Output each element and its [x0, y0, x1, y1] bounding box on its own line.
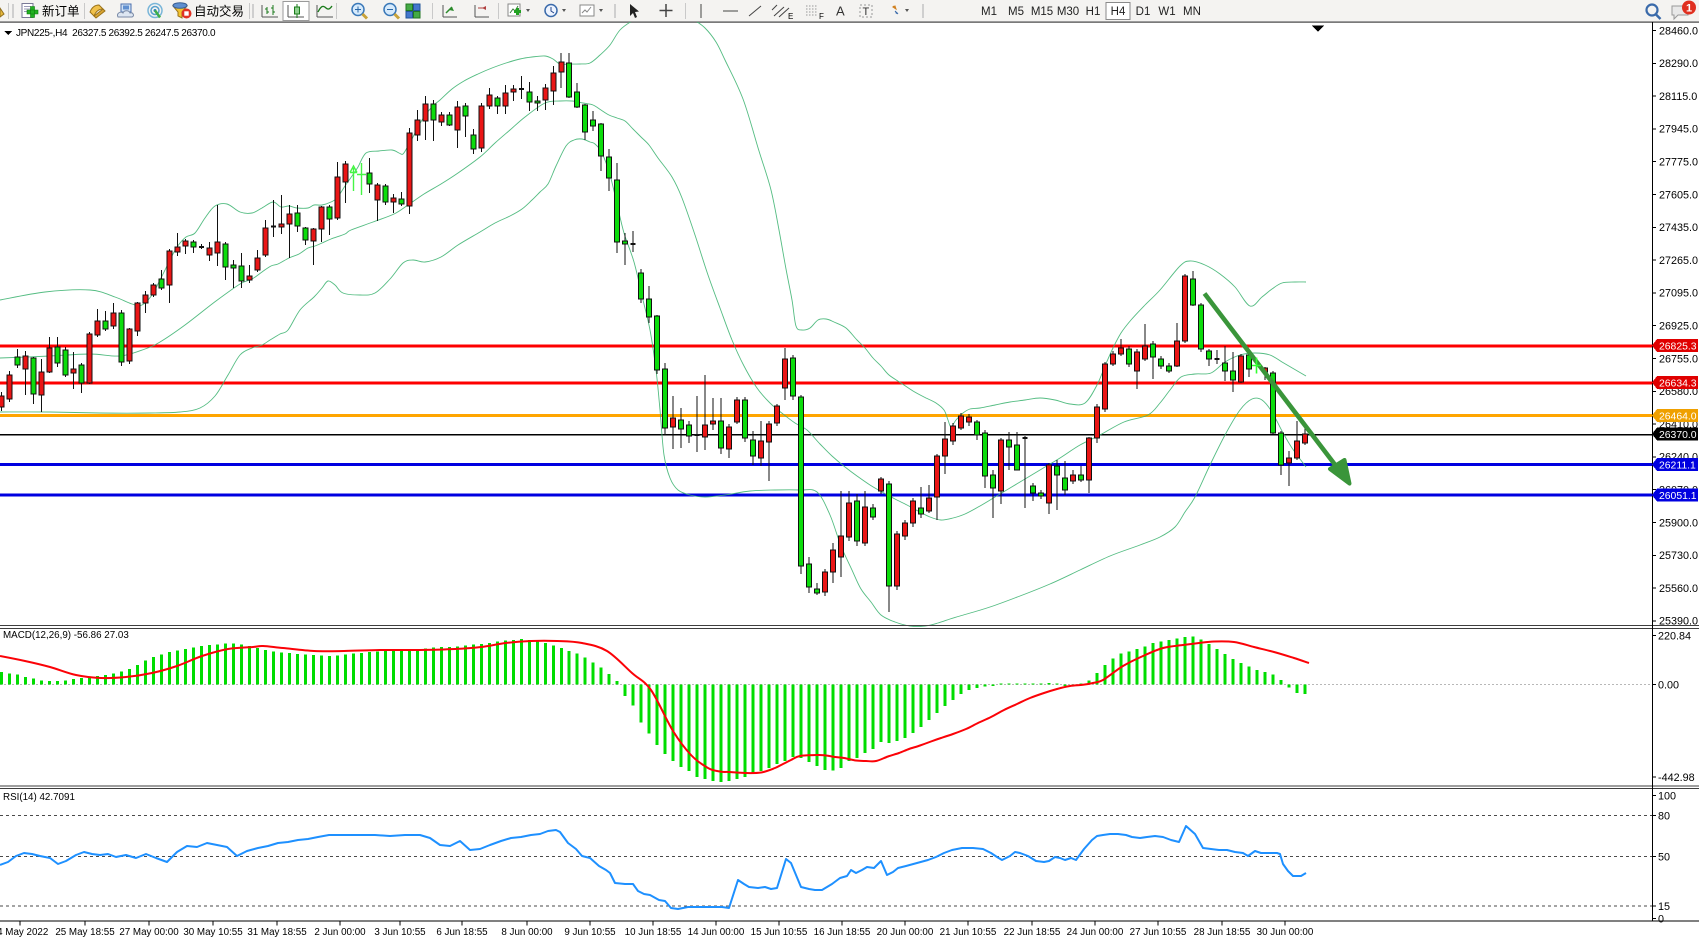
svg-text:28290.0: 28290.0: [1659, 58, 1698, 70]
svg-text:M30: M30: [1057, 6, 1079, 18]
svg-text:50: 50: [1658, 851, 1670, 863]
svg-text:27435.0: 27435.0: [1659, 222, 1698, 234]
svg-text:M5: M5: [1008, 6, 1024, 18]
svg-text:M15: M15: [1031, 6, 1053, 18]
svg-text:H4: H4: [1111, 6, 1126, 18]
svg-text:1: 1: [1686, 3, 1692, 15]
svg-text:M1: M1: [981, 6, 997, 18]
svg-text:MN: MN: [1183, 6, 1201, 18]
svg-text:31 May 18:55: 31 May 18:55: [247, 927, 307, 938]
svg-text:2 Jun 00:00: 2 Jun 00:00: [314, 927, 366, 938]
svg-text:15: 15: [1658, 901, 1670, 913]
svg-text:30 May 10:55: 30 May 10:55: [183, 927, 243, 938]
svg-text:3 Jun 10:55: 3 Jun 10:55: [374, 927, 426, 938]
svg-text:28460.0: 28460.0: [1659, 25, 1698, 37]
svg-text:26925.0: 26925.0: [1659, 321, 1698, 333]
svg-text:25900.0: 25900.0: [1659, 517, 1698, 529]
svg-text:新订单: 新订单: [42, 4, 80, 19]
svg-text:F: F: [819, 12, 824, 21]
svg-text:0.00: 0.00: [1658, 679, 1679, 691]
svg-text:-442.98: -442.98: [1658, 772, 1695, 784]
svg-text:D1: D1: [1136, 6, 1151, 18]
svg-text:24 Jun 00:00: 24 Jun 00:00: [1067, 927, 1124, 938]
svg-text:25390.0: 25390.0: [1659, 616, 1698, 628]
svg-text:30 Jun 00:00: 30 Jun 00:00: [1257, 927, 1314, 938]
svg-text:26464.0: 26464.0: [1659, 411, 1697, 422]
svg-text:6 Jun 18:55: 6 Jun 18:55: [436, 927, 488, 938]
svg-text:15 Jun 10:55: 15 Jun 10:55: [751, 927, 808, 938]
svg-text:10 Jun 18:55: 10 Jun 18:55: [625, 927, 682, 938]
svg-text:27605.0: 27605.0: [1659, 189, 1698, 201]
svg-text:JPN225-,H4 26327.5 26392.5 26: JPN225-,H4 26327.5 26392.5 26247.5 26370…: [16, 28, 216, 39]
svg-text:9 Jun 10:55: 9 Jun 10:55: [564, 927, 616, 938]
svg-text:22 Jun 18:55: 22 Jun 18:55: [1004, 927, 1061, 938]
svg-text:25560.0: 25560.0: [1659, 583, 1698, 595]
svg-text:20 Jun 00:00: 20 Jun 00:00: [877, 927, 934, 938]
svg-text:自动交易: 自动交易: [194, 4, 244, 19]
svg-text:26580.0: 26580.0: [1659, 386, 1698, 398]
svg-text:27265.0: 27265.0: [1659, 255, 1698, 267]
svg-text:25 May 18:55: 25 May 18:55: [55, 927, 115, 938]
svg-text:RSI(14) 42.7091: RSI(14) 42.7091: [3, 792, 75, 803]
svg-text:27945.0: 27945.0: [1659, 124, 1698, 136]
svg-text:28 Jun 18:55: 28 Jun 18:55: [1194, 927, 1251, 938]
svg-text:26634.3: 26634.3: [1659, 378, 1697, 389]
svg-text:MACD(12,26,9) -56.86 27.03: MACD(12,26,9) -56.86 27.03: [3, 630, 129, 641]
svg-text:8 Jun 00:00: 8 Jun 00:00: [501, 927, 553, 938]
svg-text:27095.0: 27095.0: [1659, 288, 1698, 300]
svg-text:100: 100: [1658, 790, 1676, 802]
svg-text:E: E: [788, 12, 793, 21]
svg-text:27775.0: 27775.0: [1659, 157, 1698, 169]
svg-text:26211.1: 26211.1: [1659, 460, 1696, 471]
svg-text:27 May 00:00: 27 May 00:00: [119, 927, 179, 938]
svg-text:16 Jun 18:55: 16 Jun 18:55: [814, 927, 871, 938]
svg-text:24 May 2022: 24 May 2022: [0, 927, 48, 938]
svg-text:21 Jun 10:55: 21 Jun 10:55: [940, 927, 997, 938]
svg-text:26825.3: 26825.3: [1659, 341, 1697, 352]
svg-text:80: 80: [1658, 810, 1670, 822]
svg-text:T: T: [863, 6, 870, 18]
svg-text:0: 0: [1658, 913, 1664, 925]
svg-text:25730.0: 25730.0: [1659, 550, 1698, 562]
svg-text:220.84: 220.84: [1658, 630, 1691, 642]
svg-text:27 Jun 10:55: 27 Jun 10:55: [1130, 927, 1187, 938]
svg-text:W1: W1: [1158, 6, 1175, 18]
svg-text:26051.1: 26051.1: [1659, 491, 1697, 502]
svg-text:26370.0: 26370.0: [1659, 430, 1697, 441]
svg-text:26755.0: 26755.0: [1659, 353, 1698, 365]
svg-text:H1: H1: [1086, 6, 1101, 18]
svg-text:A: A: [836, 4, 845, 19]
svg-text:28115.0: 28115.0: [1659, 91, 1697, 103]
svg-text:14 Jun 00:00: 14 Jun 00:00: [688, 927, 745, 938]
